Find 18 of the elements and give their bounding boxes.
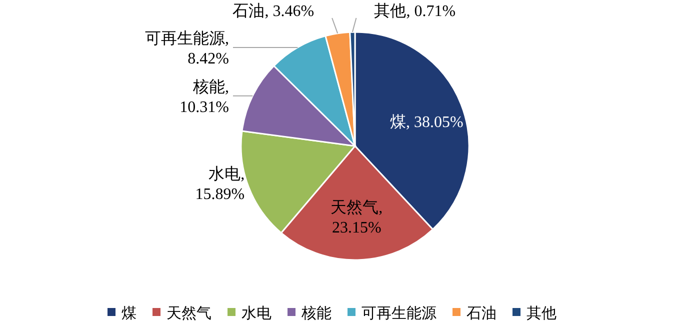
legend-label: 石油 xyxy=(466,305,496,322)
text: 8.42% xyxy=(188,50,229,68)
category-label: 核能, xyxy=(193,78,229,96)
category-label: 其他, 0.71% xyxy=(374,3,456,20)
legend-label: 核能 xyxy=(300,305,332,322)
legend-label: 其他 xyxy=(526,305,556,322)
legend-label: 水电 xyxy=(242,305,272,322)
legend-label: 可再生能源 xyxy=(362,305,436,322)
legend-label: 煤 xyxy=(122,305,136,322)
text: 10.31% xyxy=(180,98,229,116)
text: 15.89% xyxy=(195,186,245,203)
category-label: 石油, 3.46% xyxy=(232,3,314,20)
category-label: 天然气, xyxy=(330,200,383,217)
category-label: 可再生能源, xyxy=(145,30,229,48)
category-label: 煤, 38.05% xyxy=(390,114,464,131)
category-label: 水电, xyxy=(208,166,245,183)
legend-label: 天然气 xyxy=(166,305,212,322)
text: 23.15% xyxy=(332,220,382,237)
